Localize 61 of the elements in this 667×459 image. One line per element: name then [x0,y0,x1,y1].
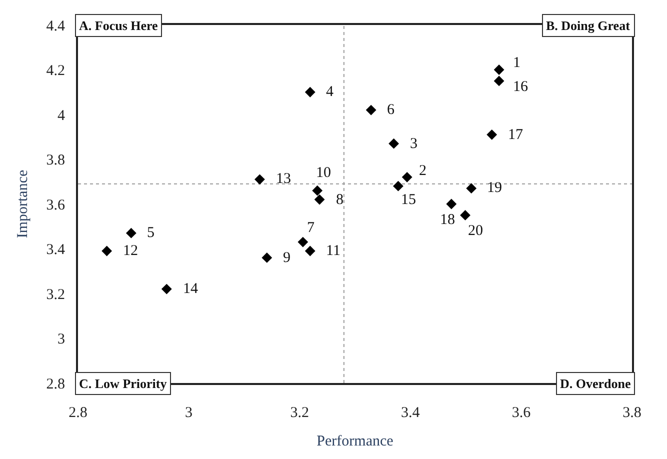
x-tick-label: 3.8 [622,405,642,421]
x-tick-label: 3.4 [401,405,420,421]
annotation: A. Focus Here [79,18,158,33]
y-tick-label: 3.6 [46,197,66,214]
y-tick-label: 3 [58,332,65,348]
annotation: 10 [316,165,331,181]
annotation: 17 [508,127,524,143]
point [304,86,316,98]
point [402,172,412,182]
x-tick-label: 3.6 [512,405,532,421]
point [466,183,477,194]
point [312,185,323,196]
annotation: 8 [336,192,344,208]
x-axis-title: Performance [316,434,394,450]
annotation: 7 [307,220,315,236]
annotation: C. Low Priority [79,376,168,391]
point [460,210,470,220]
annotation: 1 [513,55,520,71]
point [314,194,325,205]
point [486,129,498,140]
point [161,284,172,294]
annotation: 14 [183,281,198,297]
annotation: 18 [440,212,455,228]
point [494,76,504,86]
annotation: 5 [147,225,154,241]
point [494,64,504,75]
annotation: 19 [487,180,502,196]
x-tick-label: 3.2 [290,405,309,421]
y-axis-title: Importance [15,170,31,238]
point [298,236,308,248]
y-tick-label: 3.2 [46,286,65,303]
point [126,228,136,238]
point [102,246,112,256]
point [366,104,376,116]
annotation: 11 [326,243,340,259]
point [388,138,399,149]
annotation: 20 [468,223,483,239]
point [446,198,457,210]
annotation: 16 [513,79,528,95]
x-tick-label: 3 [185,405,193,421]
point [262,252,272,263]
point [393,180,404,192]
annotation: 3 [410,136,418,152]
x-tick-label: 2.8 [68,405,88,421]
annotation: B. Doing Great [546,18,631,33]
annotation: D. Overdone [560,376,631,391]
annotation: 12 [123,243,138,259]
annotation: 9 [283,250,290,266]
point [304,246,316,256]
y-tick-label: 4 [58,108,66,124]
annotation: 13 [276,171,291,187]
point [254,174,265,185]
annotation: 15 [401,192,416,208]
y-tick-label: 3.8 [46,152,65,168]
y-tick-label: 3.4 [46,242,66,258]
annotation: 2 [419,163,426,179]
annotation: 4 [326,84,334,100]
y-tick-label: 4.2 [46,63,65,79]
y-tick-label: 2.8 [46,376,65,392]
annotation: 6 [387,102,395,118]
y-tick-label: 4.4 [46,18,66,34]
